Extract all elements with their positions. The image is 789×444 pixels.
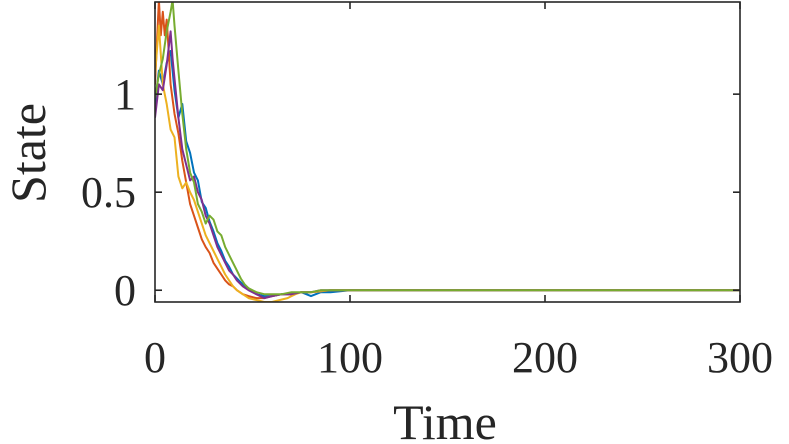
series-line-1 bbox=[155, 50, 740, 298]
y-tick-label: 1 bbox=[114, 70, 136, 119]
ticks-layer: 0 100 200 300 0 0.5 1 bbox=[81, 2, 773, 382]
series-line-4 bbox=[155, 30, 740, 300]
y-tick-label: 0.5 bbox=[81, 168, 136, 217]
x-tick-label: 300 bbox=[707, 333, 773, 382]
x-tick-label: 100 bbox=[317, 333, 383, 382]
x-tick-label: 200 bbox=[512, 333, 578, 382]
series-line-2 bbox=[155, 2, 740, 300]
x-axis-label: Time bbox=[393, 394, 497, 444]
series-layer bbox=[155, 2, 740, 302]
axes-layer bbox=[154, 1, 741, 303]
y-axis-label: State bbox=[0, 103, 56, 203]
series-line-5 bbox=[155, 2, 740, 296]
series-line-3 bbox=[155, 24, 740, 302]
x-tick-label: 0 bbox=[144, 333, 166, 382]
y-tick-label: 0 bbox=[114, 266, 136, 315]
plot-frame bbox=[154, 1, 741, 303]
